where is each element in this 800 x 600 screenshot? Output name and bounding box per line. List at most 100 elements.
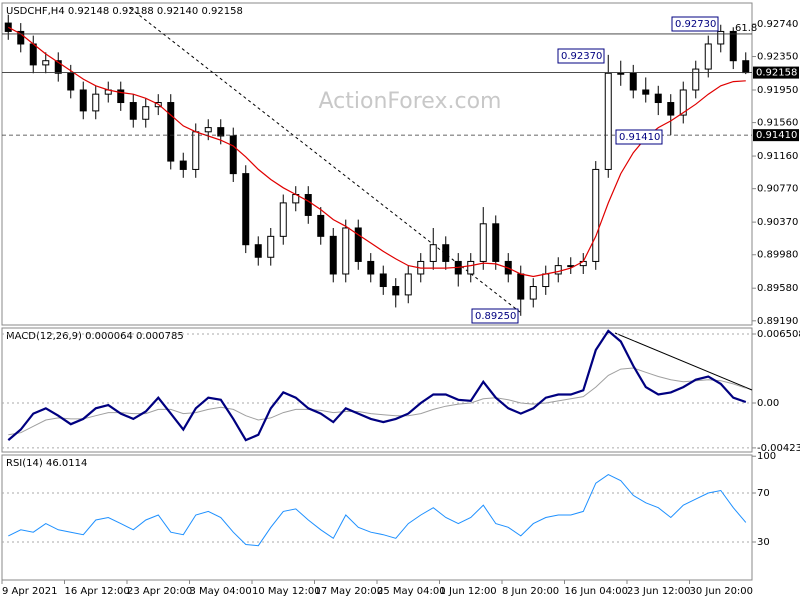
candle-body <box>217 127 225 137</box>
y-tick-label: 0.89580 <box>757 283 798 294</box>
series-line <box>7 329 747 442</box>
candle-body <box>692 68 700 91</box>
price-box-label: 0.92158 <box>756 68 797 79</box>
candle-body <box>529 286 537 300</box>
rsi-pane <box>1 454 753 581</box>
annotation-box <box>671 16 719 32</box>
candle-body <box>717 30 725 45</box>
candle-body <box>379 273 387 288</box>
macd-pane <box>1 327 753 453</box>
candle-body <box>54 60 62 74</box>
y-tick-label: 70 <box>757 488 770 499</box>
candle-body <box>329 235 337 275</box>
y-tick-label: 0.00 <box>757 398 779 409</box>
candle-body <box>17 30 25 45</box>
macd-title: MACD(12,26,9) 0.000064 0.000785 <box>6 331 184 342</box>
y-tick-label: 0.91560 <box>757 118 798 129</box>
candle-body <box>554 265 562 275</box>
candle-body <box>654 93 662 104</box>
annotation: 0.92730 <box>675 19 716 30</box>
candle-body <box>79 89 87 112</box>
level-label: 61.8 <box>735 23 757 34</box>
macd-trend-line <box>614 332 753 391</box>
candle-body <box>742 60 750 74</box>
candle-body <box>229 135 237 175</box>
y-tick-label: 30 <box>757 537 770 548</box>
y-tick-label: 0.90370 <box>757 217 798 228</box>
annotation: 0.91410 <box>619 132 660 143</box>
x-tick-label: 9 Apr 2021 <box>2 586 57 597</box>
moving-average <box>8 26 746 278</box>
y-tick-label: 0.89980 <box>757 250 798 261</box>
x-tick-label: 3 May 04:00 <box>190 586 252 597</box>
candle-body <box>467 260 475 275</box>
annotation: 0.89250 <box>475 311 516 322</box>
x-tick-label: 8 Jun 20:00 <box>502 586 559 597</box>
candle-body <box>254 244 262 258</box>
candle-body <box>367 260 375 275</box>
x-tick-label: 16 Jun 04:00 <box>565 586 629 597</box>
price-box <box>753 66 799 79</box>
candle-body <box>142 106 150 120</box>
x-tick-label: 10 May 12:00 <box>252 586 321 597</box>
candle-body <box>592 168 600 262</box>
candle-body <box>542 273 550 288</box>
candle-body <box>392 286 400 296</box>
candle-body <box>729 30 737 62</box>
y-tick-label: 0.89190 <box>757 316 798 327</box>
x-tick-label: 30 Jun 20:00 <box>690 586 754 597</box>
chart-title: USDCHF,H4 0.92148 0.92188 0.92140 0.9215… <box>6 6 243 17</box>
y-tick-label: -0.004234 <box>757 443 800 454</box>
series-line <box>8 474 747 547</box>
watermark: ActionForex.com <box>319 89 502 114</box>
x-tick-label: 23 Jun 12:00 <box>627 586 691 597</box>
main-pane <box>1 2 753 326</box>
price-box <box>753 129 799 142</box>
candle-body <box>29 43 37 66</box>
candle-body <box>629 72 637 91</box>
candle-body <box>204 127 212 133</box>
candle-body <box>342 227 350 275</box>
candle-body <box>704 43 712 70</box>
candle-body <box>317 214 325 237</box>
trend-line <box>129 7 521 313</box>
candle-body <box>492 223 500 262</box>
candle-body <box>642 89 650 95</box>
x-tick-label: 23 Apr 20:00 <box>127 586 192 597</box>
candle-body <box>404 273 412 296</box>
y-tick-label: 100 <box>757 451 776 462</box>
candle-body <box>129 102 137 120</box>
annotation: 0.92370 <box>561 51 602 62</box>
candle-body <box>479 223 487 262</box>
y-tick-label: 0.91160 <box>757 151 798 162</box>
candle-body <box>42 60 50 66</box>
candle-body <box>67 72 75 91</box>
candle-body <box>304 194 312 216</box>
candle-body <box>679 89 687 116</box>
y-tick-label: 0.90770 <box>757 184 798 195</box>
y-tick-label: 0.92740 <box>757 19 798 30</box>
price-box-label: 0.91410 <box>756 130 797 141</box>
candle-body <box>604 72 612 170</box>
y-tick-label: 0.91950 <box>757 85 798 96</box>
annotation-box <box>615 129 663 145</box>
candle-body <box>354 227 362 262</box>
annotation-box <box>557 48 605 64</box>
candle-body <box>117 89 125 104</box>
rsi-title: RSI(14) 46.0114 <box>6 458 87 469</box>
candle-body <box>4 22 12 32</box>
candle-body <box>517 273 525 300</box>
candle-body <box>167 102 175 162</box>
candle-body <box>442 244 450 262</box>
x-tick-label: 17 May 20:00 <box>315 586 384 597</box>
annotation-box <box>471 308 519 324</box>
x-tick-label: 16 Apr 12:00 <box>65 586 130 597</box>
candle-body <box>429 244 437 262</box>
x-tick-label: 1 Jun 12:00 <box>440 586 497 597</box>
x-tick-label: 25 May 04:00 <box>377 586 446 597</box>
candle-body <box>279 202 287 237</box>
candle-body <box>242 173 250 246</box>
y-tick-label: 0.006508 <box>757 329 800 340</box>
candle-body <box>617 72 625 75</box>
